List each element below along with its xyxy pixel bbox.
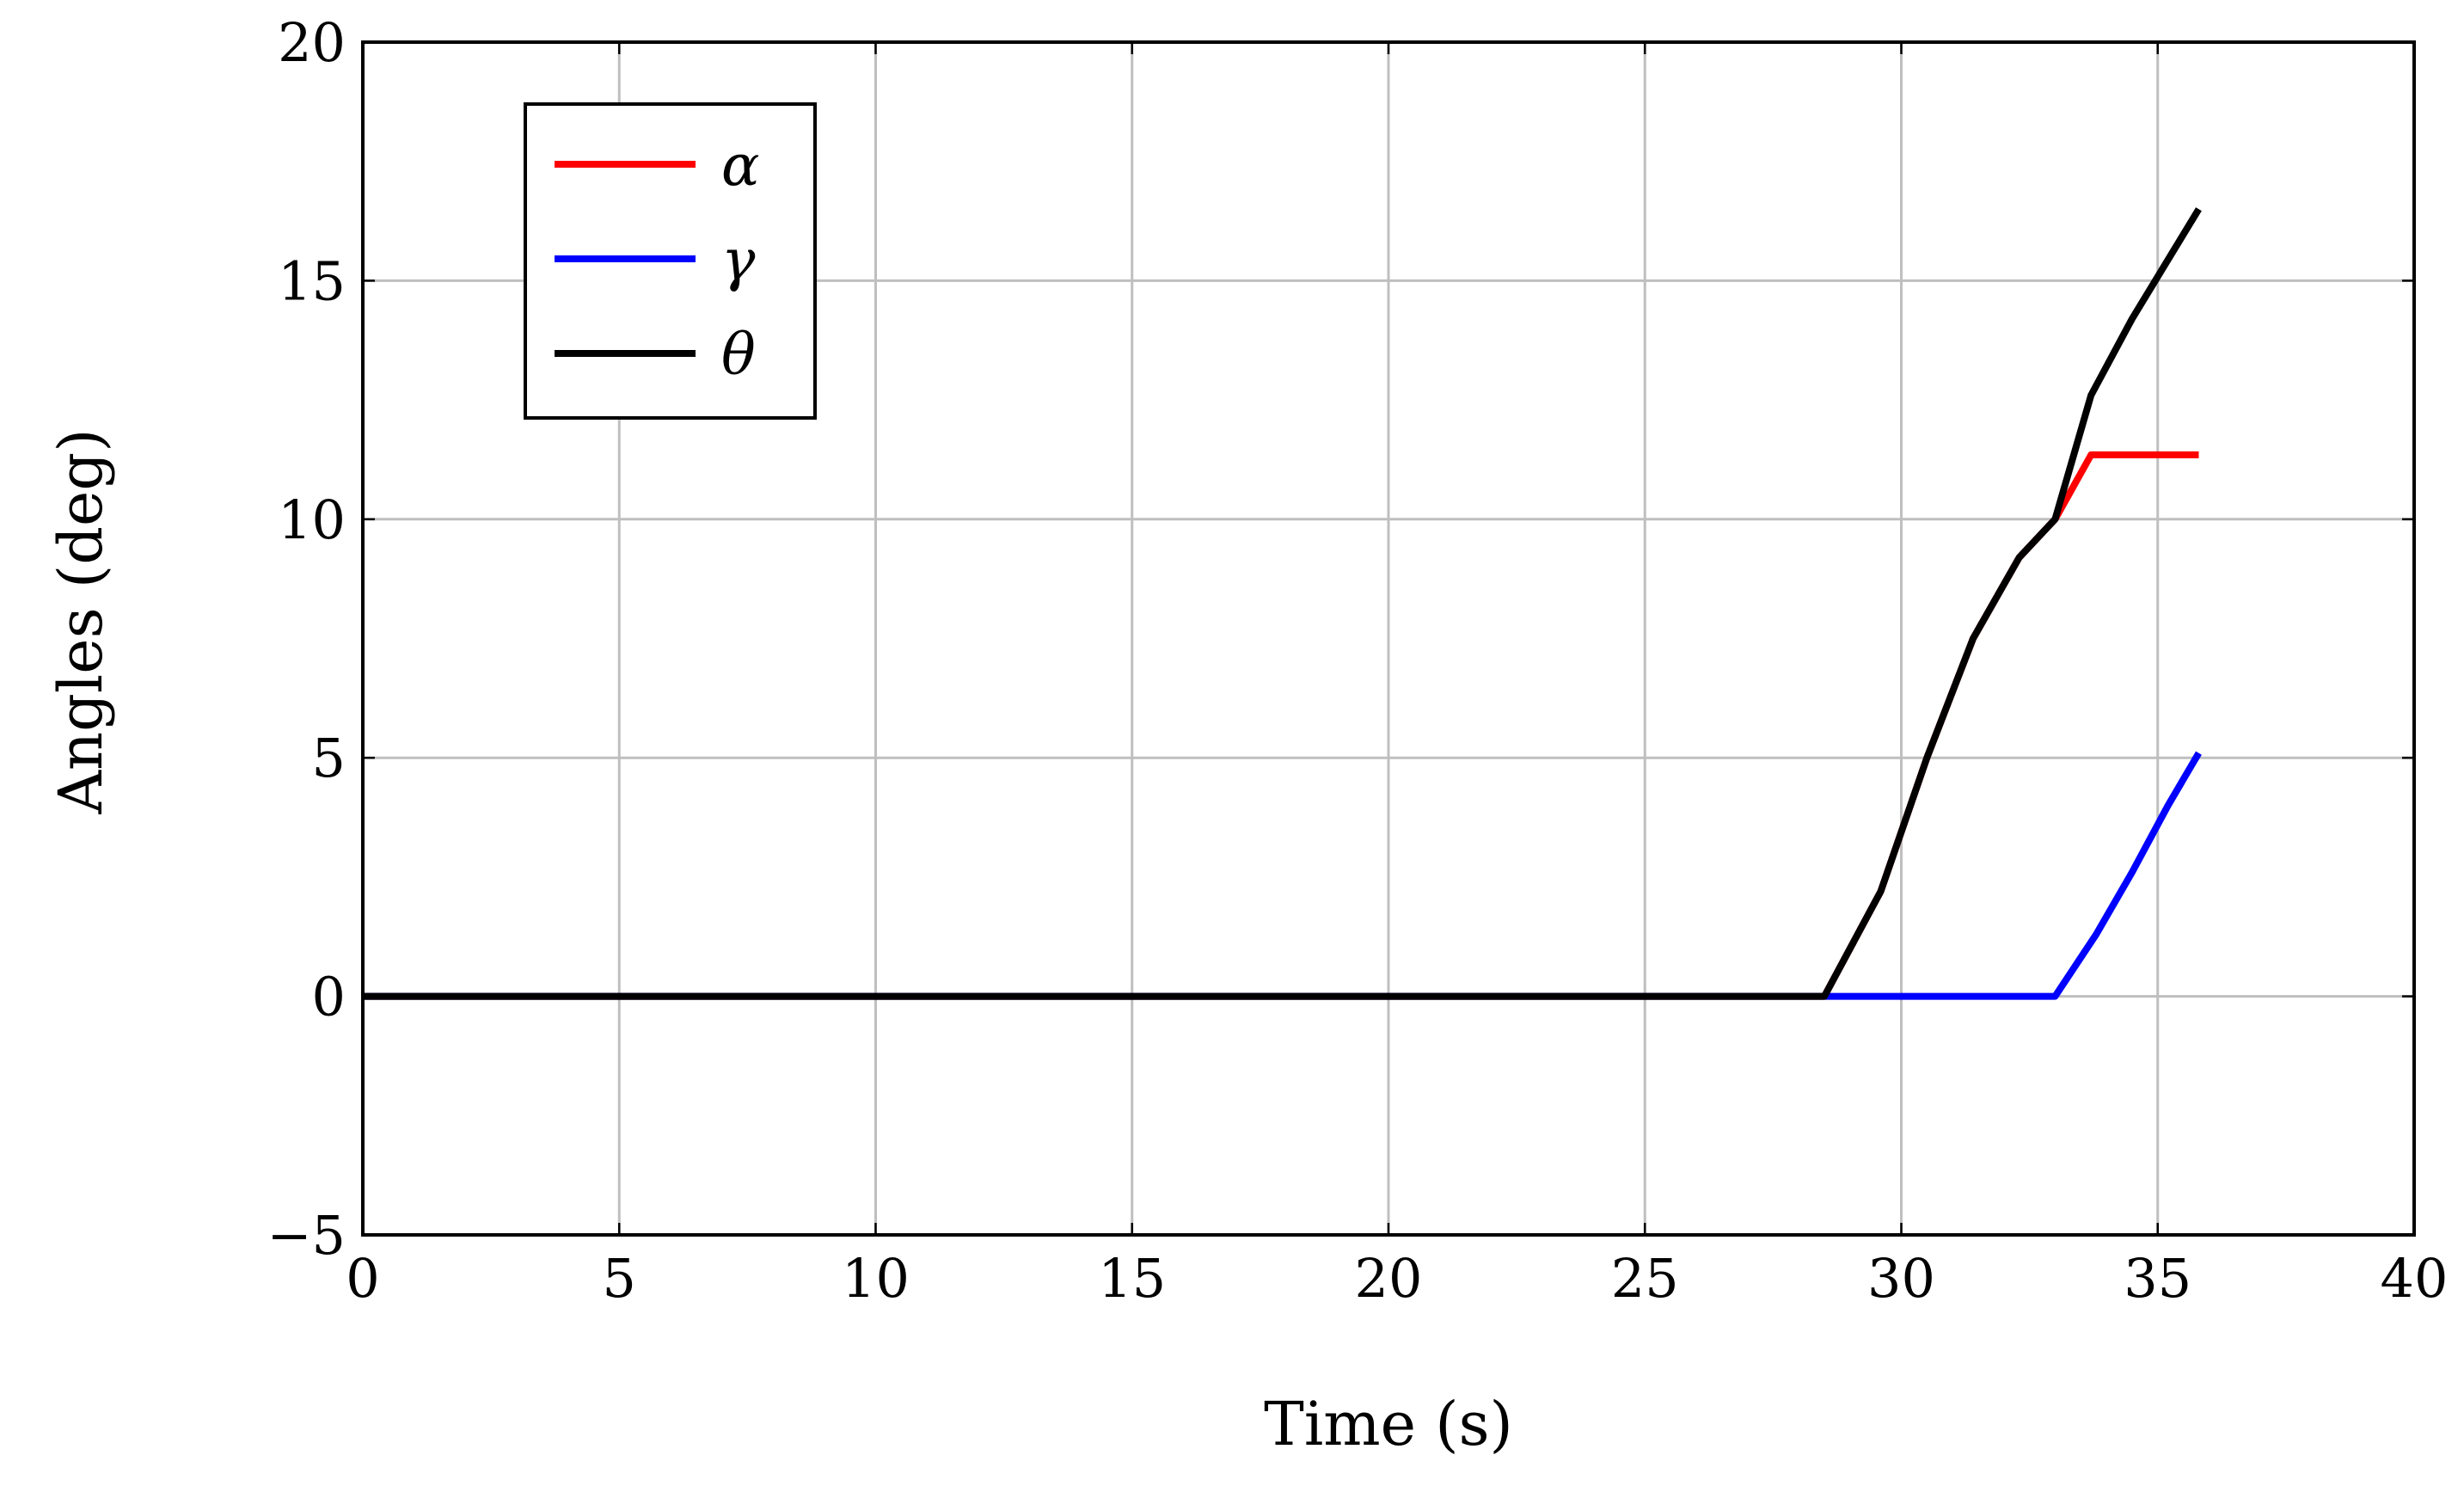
y-tick-label: 10 [278, 488, 346, 551]
legend-label: α [721, 132, 760, 199]
legend-label: θ [721, 322, 756, 388]
series-alpha-line [363, 451, 2199, 1000]
x-tick-label: 20 [1355, 1247, 1423, 1310]
x-tick-label: 35 [2124, 1247, 2191, 1310]
x-tick-label: 5 [603, 1247, 636, 1310]
x-tick-label: 10 [842, 1247, 910, 1310]
legend-label: γ [721, 227, 756, 293]
y-tick-label: −5 [267, 1204, 346, 1267]
series-theta-line [363, 207, 2202, 1000]
y-tick-label: 15 [278, 249, 346, 312]
x-axis-title: Time (s) [1264, 1389, 1513, 1459]
legend-item-alpha: α [555, 132, 760, 199]
x-tick-labels: 0 5 10 15 20 25 30 35 40 [346, 1247, 2448, 1310]
x-tick-label: 15 [1098, 1247, 1166, 1310]
y-tick-label: 5 [312, 727, 346, 789]
x-tick-label: 30 [1867, 1247, 1935, 1310]
y-tick-label: 20 [278, 11, 346, 74]
legend-item-gamma: γ [555, 227, 756, 293]
x-tick-label: 25 [1611, 1247, 1679, 1310]
legend-item-theta: θ [555, 322, 756, 388]
x-tick-label: 40 [2381, 1247, 2449, 1310]
series-gamma-line [363, 751, 2202, 1000]
y-tick-labels: −5 0 5 10 15 20 [267, 11, 346, 1267]
y-tick-label: 0 [312, 966, 346, 1029]
plot-frame [361, 40, 2416, 1237]
legend: αγθ [524, 102, 817, 420]
y-axis-title: Angles (deg) [46, 428, 116, 814]
series-lines [363, 207, 2202, 1000]
x-tick-label: 0 [346, 1247, 379, 1310]
